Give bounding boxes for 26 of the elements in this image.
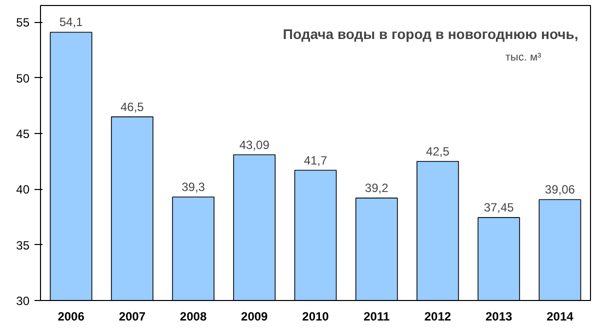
data-label: 39,06 bbox=[544, 182, 576, 197]
x-tick-label: 2014 bbox=[546, 310, 574, 324]
x-tick-label: 2008 bbox=[180, 310, 207, 324]
data-label: 39,2 bbox=[364, 181, 389, 196]
y-tick-label: 30 bbox=[16, 294, 30, 308]
x-tick-label: 2006 bbox=[58, 310, 85, 324]
x-tick-label: 2011 bbox=[364, 310, 390, 324]
y-tick-label: 35 bbox=[16, 238, 30, 252]
data-label: 41,7 bbox=[304, 153, 328, 168]
x-tick-label: 2007 bbox=[118, 310, 146, 324]
y-tick-label: 55 bbox=[16, 16, 30, 30]
x-tick-label: 2013 bbox=[485, 310, 513, 324]
data-label: 37,45 bbox=[484, 200, 514, 215]
x-tick-label: 2010 bbox=[302, 310, 330, 324]
data-label: 54,1 bbox=[59, 15, 84, 30]
data-label: 43,09 bbox=[239, 138, 270, 152]
data-label: 39,3 bbox=[182, 180, 206, 194]
y-tick-label: 40 bbox=[16, 182, 30, 197]
y-tick-label: 45 bbox=[16, 127, 30, 142]
text: Подача воды в город в новогоднюю ночь, bbox=[282, 26, 578, 42]
x-tick-label: 2012 bbox=[424, 310, 452, 324]
text: тыс. м³ bbox=[505, 51, 542, 64]
y-tick-label: 50 bbox=[16, 71, 30, 86]
x-tick-label: 2009 bbox=[241, 310, 268, 324]
data-label: 42,5 bbox=[426, 144, 450, 158]
data-label: 46,5 bbox=[120, 100, 144, 114]
